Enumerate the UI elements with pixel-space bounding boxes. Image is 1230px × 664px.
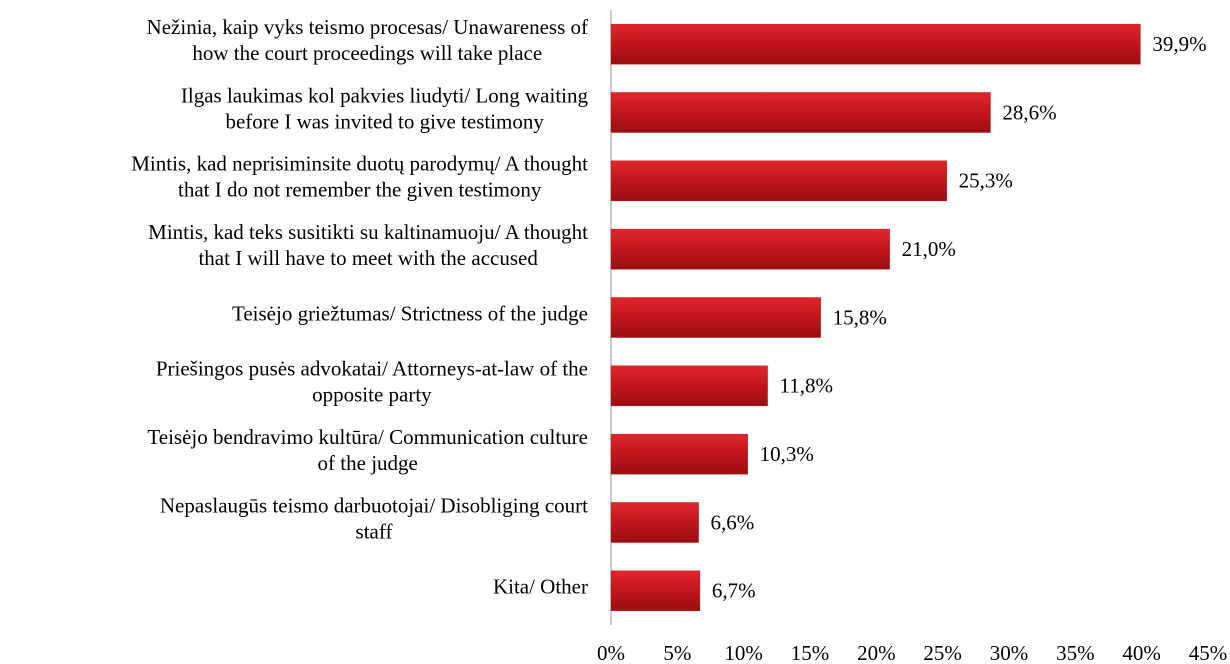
y-tick-label: opposite party xyxy=(312,383,432,407)
bar xyxy=(610,433,748,475)
y-tick-label: Teisėjo bendravimo kultūra/ Communicatio… xyxy=(147,425,588,449)
bar xyxy=(610,570,701,612)
bar xyxy=(610,228,890,270)
value-label: 39,9% xyxy=(1152,32,1206,56)
x-tick-label: 0% xyxy=(597,641,625,664)
y-tick-label: staff xyxy=(356,519,393,543)
x-tick-label: 30% xyxy=(990,641,1029,664)
x-tick-label: 35% xyxy=(1056,641,1095,664)
value-label: 6,7% xyxy=(712,579,756,603)
bar xyxy=(610,365,768,407)
y-tick-label: Nepaslaugūs teismo darbuotojai/ Disoblig… xyxy=(160,493,588,517)
y-tick-label: that I do not remember the given testimo… xyxy=(178,178,542,202)
y-tick-label: that I will have to meet with the accuse… xyxy=(198,246,538,270)
value-label: 21,0% xyxy=(902,237,956,261)
y-tick-label: Teisėjo griežtumas/ Strictness of the ju… xyxy=(232,301,588,325)
x-tick-label: 10% xyxy=(724,641,763,664)
bar xyxy=(610,92,991,133)
bar xyxy=(610,160,947,202)
y-tick-label: Mintis, kad neprisiminsite duotų parodym… xyxy=(131,152,588,176)
bar xyxy=(610,23,1141,65)
y-tick-label: of the judge xyxy=(318,451,418,475)
value-label: 10,3% xyxy=(760,442,814,466)
x-tick-label: 15% xyxy=(791,641,830,664)
x-tick-label: 20% xyxy=(857,641,896,664)
y-tick-label: Kita/ Other xyxy=(493,575,588,599)
bar xyxy=(610,297,821,338)
y-tick-label: Ilgas laukimas kol pakvies liudyti/ Long… xyxy=(181,83,589,107)
y-tick-label: Priešingos pusės advokatai/ Attorneys-at… xyxy=(156,357,588,381)
value-label: 15,8% xyxy=(833,305,887,329)
value-label: 6,6% xyxy=(711,510,755,534)
x-tick-label: 45% xyxy=(1189,641,1228,664)
y-tick-label: Mintis, kad teks susitikti su kaltinamuo… xyxy=(148,220,588,244)
value-label: 28,6% xyxy=(1002,100,1056,124)
y-tick-label: how the court proceedings will take plac… xyxy=(192,41,542,65)
x-tick-label: 5% xyxy=(663,641,691,664)
bar xyxy=(610,502,699,543)
x-tick-label: 25% xyxy=(923,641,962,664)
y-tick-label: before I was invited to give testimony xyxy=(225,109,544,133)
value-label: 11,8% xyxy=(780,374,833,398)
x-tick-label: 40% xyxy=(1122,641,1161,664)
value-label: 25,3% xyxy=(959,169,1013,193)
y-tick-label: Nežinia, kaip vyks teismo procesas/ Unaw… xyxy=(147,15,588,39)
